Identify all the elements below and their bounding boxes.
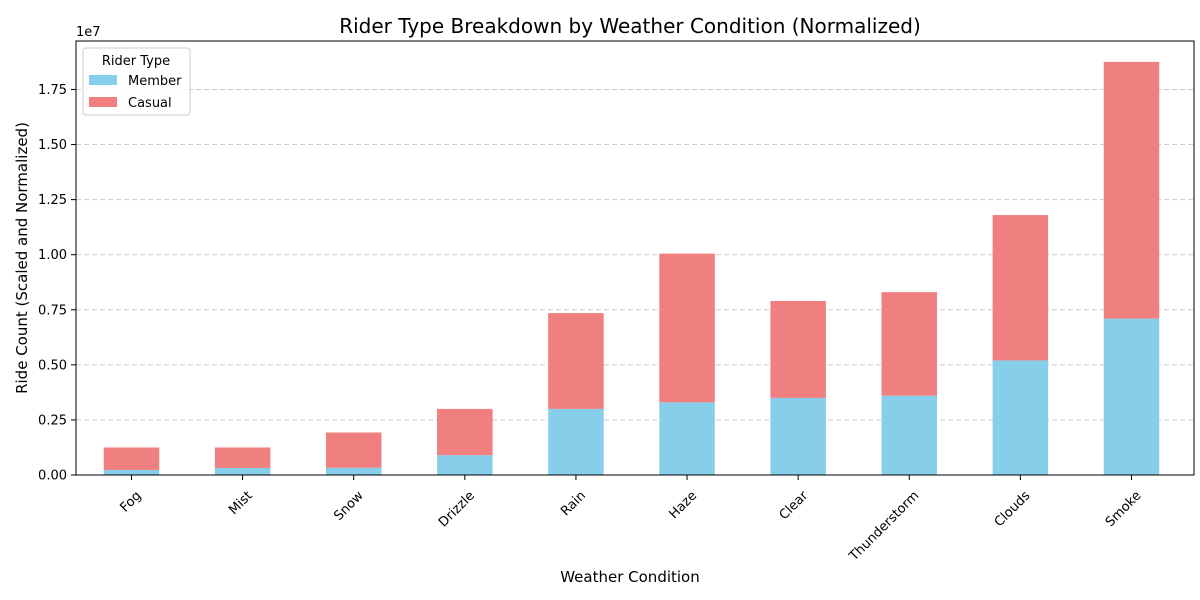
bar-casual-fog bbox=[103, 447, 160, 470]
bar-layer bbox=[103, 61, 1160, 475]
x-axis: Fog Mist Snow Drizzle Rain Haze Clear Thunderst… bbox=[118, 475, 1145, 565]
y-tick-label: 0.00 bbox=[38, 469, 67, 484]
bar-casual-smoke bbox=[1103, 61, 1160, 319]
y-tick-label: 1.50 bbox=[38, 138, 67, 153]
y-tick-label: 0.75 bbox=[38, 303, 67, 318]
x-axis-label: Weather Condition bbox=[560, 568, 700, 586]
bar-member-thunderstorm bbox=[881, 395, 938, 475]
x-tick-label: Rain bbox=[558, 488, 589, 519]
x-tick-label: Drizzle bbox=[436, 488, 478, 530]
bar-member-clear bbox=[770, 397, 826, 475]
y-axis-label: Ride Count (Scaled and Normalized) bbox=[13, 122, 31, 394]
legend-swatch-member bbox=[89, 75, 117, 85]
bar-casual-drizzle bbox=[437, 408, 493, 456]
bar-casual-snow bbox=[325, 432, 382, 468]
bar-casual-mist bbox=[214, 447, 271, 468]
bar-member-snow bbox=[325, 467, 382, 475]
bar-member-rain bbox=[548, 408, 604, 475]
x-tick-label: Snow bbox=[331, 488, 367, 524]
y-tick-label: 1.75 bbox=[38, 83, 67, 98]
y-tick-label: 0.50 bbox=[38, 358, 67, 373]
bar-member-mist bbox=[214, 467, 271, 475]
bar-casual-clouds bbox=[992, 215, 1049, 361]
legend-label-member: Member bbox=[128, 74, 182, 89]
bar-member-clouds bbox=[992, 360, 1049, 475]
y-axis: 0.00 0.25 0.50 0.75 1.00 1.25 1.50 1.75 bbox=[38, 83, 76, 484]
x-tick-label: Clear bbox=[777, 488, 812, 523]
bar-casual-haze bbox=[659, 253, 715, 403]
legend-title: Rider Type bbox=[102, 54, 170, 69]
bar-member-fog bbox=[103, 469, 160, 475]
x-tick-label: Clouds bbox=[992, 488, 1034, 530]
bar-member-haze bbox=[659, 402, 715, 475]
y-tick-label: 0.25 bbox=[38, 413, 67, 428]
y-offset-label: 1e7 bbox=[76, 25, 101, 40]
bar-member-smoke bbox=[1103, 318, 1160, 475]
legend-swatch-casual bbox=[89, 97, 117, 107]
x-tick-label: Smoke bbox=[1103, 488, 1145, 530]
x-tick-label: Mist bbox=[226, 488, 255, 517]
x-tick-label: Fog bbox=[118, 488, 145, 515]
bar-member-drizzle bbox=[437, 455, 493, 475]
legend-label-casual: Casual bbox=[128, 96, 172, 111]
legend: Rider Type Member Casual bbox=[82, 47, 191, 116]
y-tick-label: 1.00 bbox=[38, 248, 67, 263]
chart-title: Rider Type Breakdown by Weather Conditio… bbox=[339, 14, 921, 38]
bar-casual-rain bbox=[548, 313, 604, 409]
y-tick-label: 1.25 bbox=[38, 193, 67, 208]
x-tick-label: Thunderstorm bbox=[846, 488, 922, 564]
bar-casual-thunderstorm bbox=[881, 292, 938, 396]
x-tick-label: Haze bbox=[666, 488, 700, 522]
bar-casual-clear bbox=[770, 300, 826, 398]
plot-frame bbox=[75, 40, 1195, 476]
